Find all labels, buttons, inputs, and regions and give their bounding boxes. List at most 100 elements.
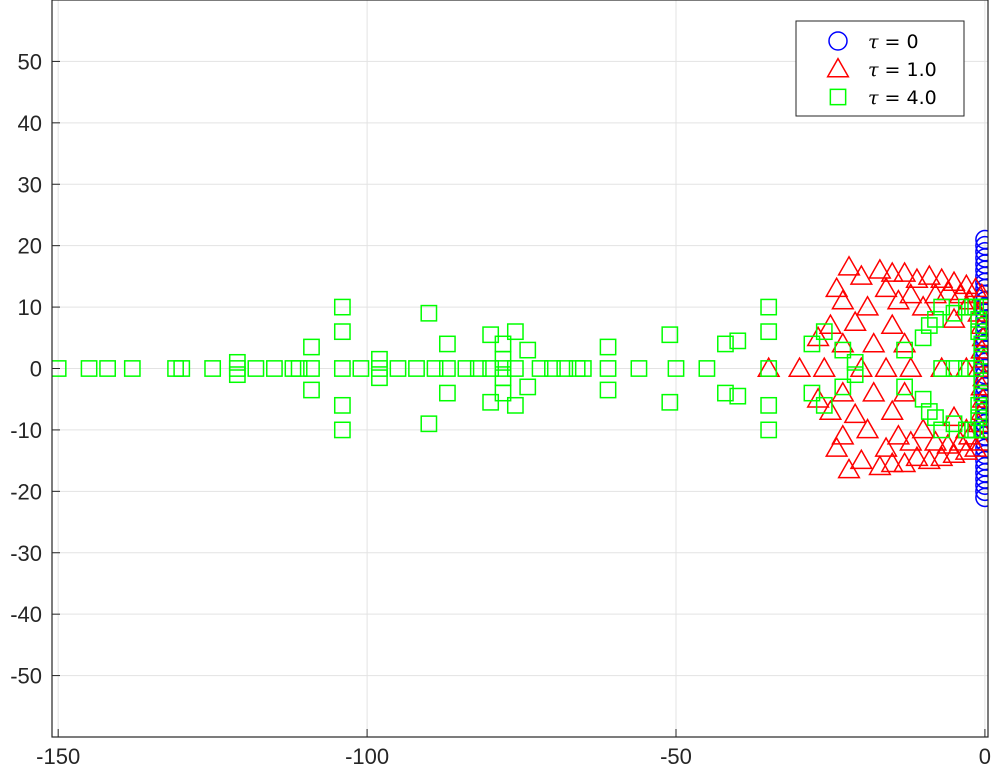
circle-point xyxy=(975,242,988,262)
square-point xyxy=(914,390,932,408)
square-point xyxy=(439,335,456,353)
square-point xyxy=(834,341,852,359)
triangle-point xyxy=(970,282,988,304)
square-point xyxy=(967,360,985,377)
legend: τ = 0τ = 1.0τ = 4.0 xyxy=(795,20,965,117)
y-tick-label: -30 xyxy=(10,541,42,566)
square-point xyxy=(506,323,524,341)
square-point xyxy=(815,396,833,414)
triangle-point xyxy=(831,289,855,310)
triangle-point xyxy=(855,418,880,439)
square-point xyxy=(469,360,487,377)
triangle-point xyxy=(911,295,935,316)
square-point xyxy=(973,347,988,365)
square-point xyxy=(760,323,778,341)
triangle-point xyxy=(880,399,904,421)
y-tick-label: 30 xyxy=(18,172,42,197)
square-point xyxy=(439,384,456,402)
square-point xyxy=(173,360,191,377)
y-tick-label: 10 xyxy=(18,295,42,320)
square-point xyxy=(920,403,938,420)
square-point xyxy=(896,378,913,396)
triangle-point xyxy=(930,267,954,288)
grid-lines xyxy=(52,0,988,737)
square-point xyxy=(333,360,351,377)
square-point xyxy=(729,332,747,350)
square-point xyxy=(933,360,951,377)
circle-point xyxy=(975,229,988,250)
triangle-point xyxy=(886,289,911,310)
triangle-point xyxy=(923,430,948,451)
square-point xyxy=(290,360,308,377)
legend-value: = 0 xyxy=(879,31,919,53)
legend-entry-label: τ = 4.0 xyxy=(868,87,937,109)
square-point xyxy=(717,335,734,353)
square-point xyxy=(482,393,500,411)
square-point xyxy=(482,326,500,344)
circle-point xyxy=(975,235,988,256)
square-point xyxy=(667,360,685,377)
square-point xyxy=(52,360,67,377)
triangle-point xyxy=(948,282,972,304)
square-point xyxy=(371,369,388,387)
square-point xyxy=(457,360,475,377)
triangle-point xyxy=(942,307,966,328)
legend-value: = 4.0 xyxy=(879,87,937,109)
triangle-point xyxy=(843,402,867,424)
square-point xyxy=(974,421,988,439)
triangle-point xyxy=(892,261,917,282)
square-point xyxy=(228,353,246,371)
square-point xyxy=(123,360,141,377)
square-point xyxy=(371,360,388,377)
square-point xyxy=(531,360,549,377)
square-point xyxy=(760,421,778,439)
square-point xyxy=(973,372,988,390)
legend-entry-label: τ = 1.0 xyxy=(868,59,937,81)
square-point xyxy=(760,396,778,414)
square-point xyxy=(599,338,617,356)
data-points xyxy=(52,229,988,508)
square-point xyxy=(333,323,351,341)
triangle-point xyxy=(855,295,880,316)
triangle-point xyxy=(880,451,904,473)
triangle-point xyxy=(892,381,917,402)
triangle-point xyxy=(824,436,849,457)
square-point xyxy=(303,360,320,377)
triangle-point xyxy=(874,436,898,457)
square-point xyxy=(408,360,425,377)
square-point xyxy=(975,317,988,334)
triangle-point xyxy=(874,276,898,298)
y-tick-label: -10 xyxy=(10,418,42,443)
triangle-point xyxy=(831,381,855,402)
square-point xyxy=(544,360,561,377)
square-point xyxy=(914,329,932,347)
y-tick-label: 20 xyxy=(18,234,42,259)
square-point xyxy=(599,381,617,399)
square-point xyxy=(698,360,716,377)
square-point xyxy=(846,353,864,371)
square-point xyxy=(945,360,963,377)
triangle-point xyxy=(818,399,843,421)
triangle-point xyxy=(911,418,935,439)
triangle-point xyxy=(874,356,898,378)
triangle-point xyxy=(964,436,988,457)
triangle-point xyxy=(849,264,873,285)
square-point xyxy=(333,298,351,316)
triangle-point xyxy=(880,261,904,282)
triangle-point xyxy=(892,451,917,473)
square-point xyxy=(661,393,679,411)
square-point xyxy=(247,360,265,377)
series-square xyxy=(52,298,988,439)
square-point xyxy=(228,366,246,384)
x-tick-label: -50 xyxy=(660,744,692,769)
square-point xyxy=(494,384,512,402)
square-point xyxy=(970,310,988,328)
square-point xyxy=(973,384,988,402)
triangle-point xyxy=(970,430,988,451)
triangle-point xyxy=(899,282,923,304)
triangle-point xyxy=(880,313,904,335)
square-point xyxy=(420,415,438,433)
square-point xyxy=(973,335,988,353)
square-point xyxy=(556,360,574,377)
